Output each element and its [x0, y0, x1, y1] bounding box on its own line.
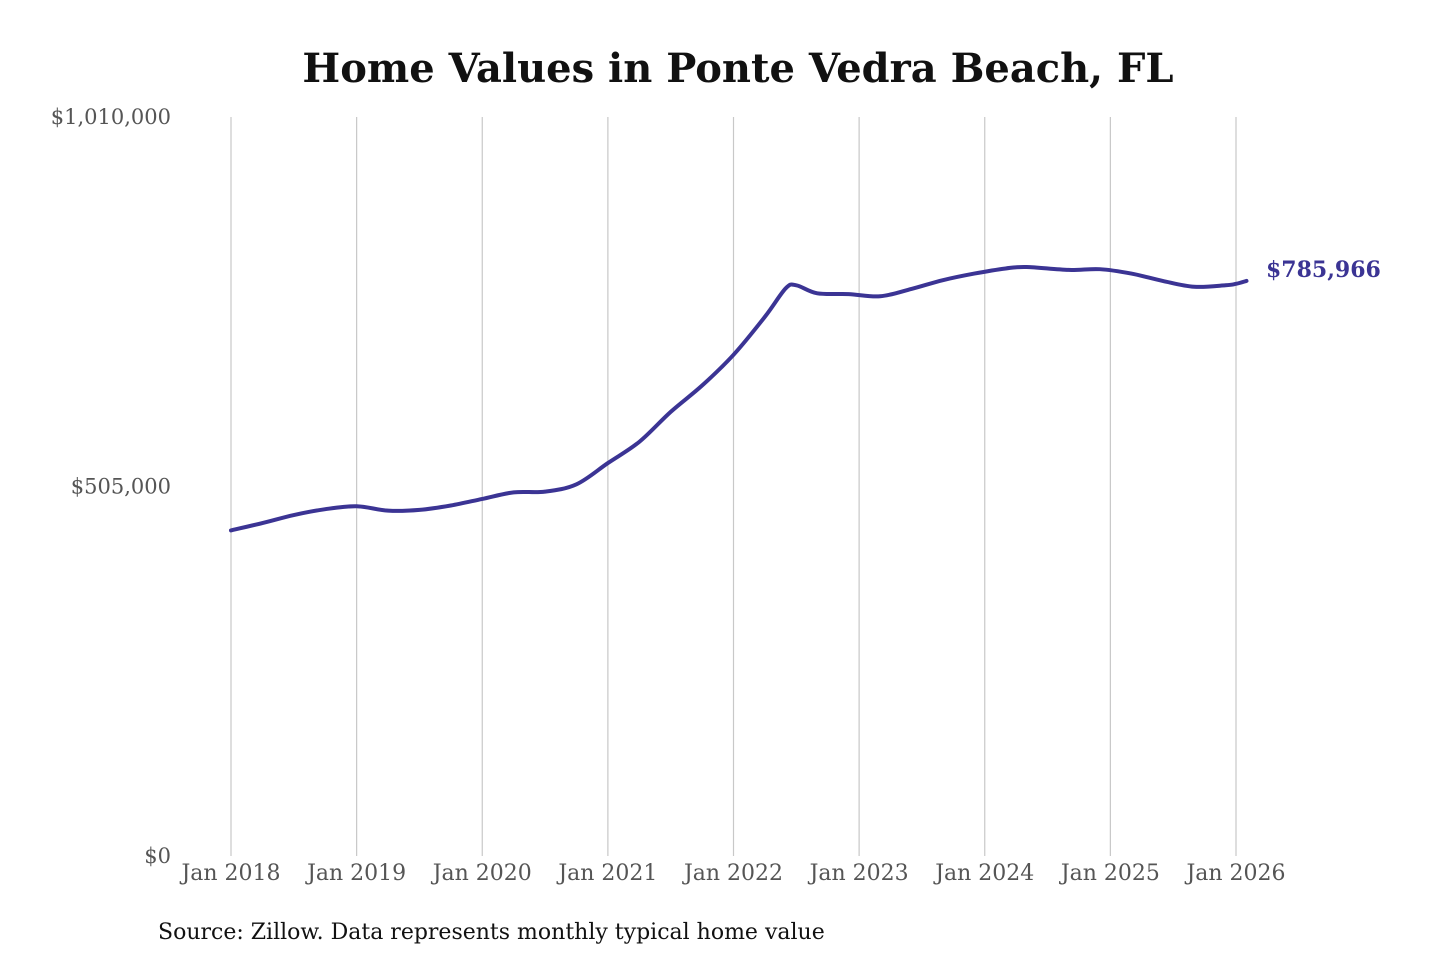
x-tick-label: Jan 2019 — [305, 861, 406, 886]
source-note: Source: Zillow. Data represents monthly … — [158, 920, 825, 945]
y-tick-label: $0 — [144, 844, 171, 868]
x-tick-label: Jan 2018 — [179, 861, 280, 886]
series-layer — [229, 264, 1249, 533]
x-tick-label: Jan 2024 — [933, 861, 1034, 886]
x-tick-label: Jan 2021 — [556, 861, 657, 886]
gridlines — [230, 117, 1237, 856]
y-tick-label: $505,000 — [71, 475, 171, 499]
y-tick-label: $1,010,000 — [51, 105, 171, 129]
x-tick-label: Jan 2025 — [1059, 861, 1160, 886]
chart-title: Home Values in Ponte Vedra Beach, FL — [302, 45, 1173, 92]
last-value-label: $785,966 — [1266, 257, 1381, 283]
x-axis-ticks: Jan 2018 Jan 2019 Jan 2020 Jan 2021 Jan 2022… — [179, 861, 1285, 886]
x-tick-label: Jan 2020 — [431, 861, 532, 886]
x-tick-label: Jan 2026 — [1184, 861, 1285, 886]
x-tick-label: Jan 2023 — [808, 861, 909, 886]
series-line-0 — [229, 264, 1249, 533]
y-axis-ticks: $0 $505,000 $1,010,000 — [51, 105, 171, 868]
x-tick-label: Jan 2022 — [682, 861, 783, 886]
